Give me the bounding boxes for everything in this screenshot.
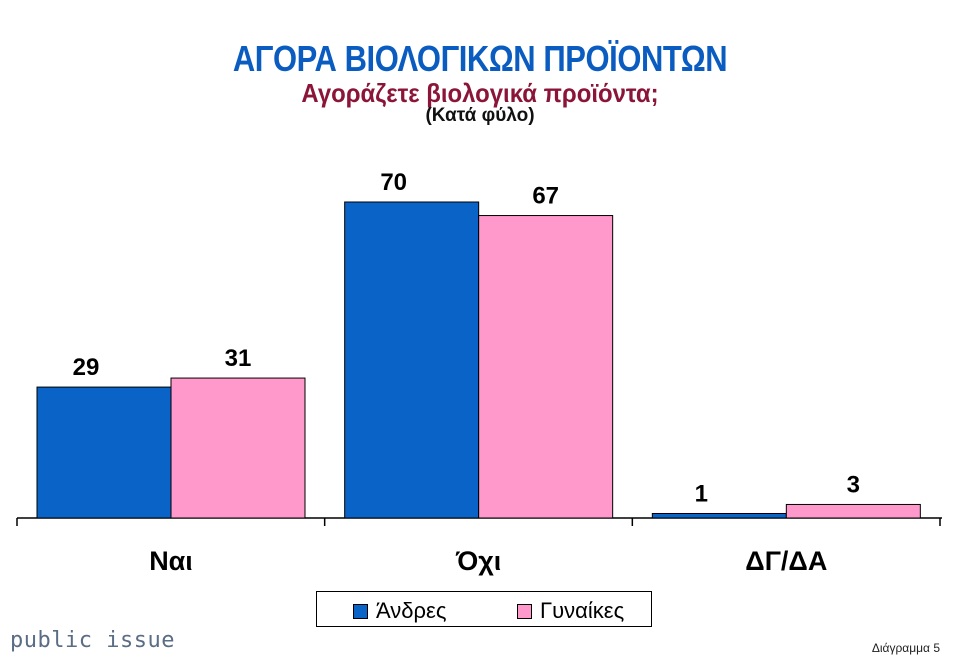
brand-logo: public issue [10, 628, 175, 653]
chart-subtitle: Αγοράζετε βιολογικά προϊόντα; [301, 78, 659, 108]
legend-label-women: Γυναίκες [540, 598, 625, 623]
data-label: 1 [695, 480, 708, 507]
legend-item-men: Άνδρες [353, 598, 446, 624]
bar-chart: 29 31 Ναι 70 67 Όχι 1 3 ΔΓ/ΔΑ [16, 169, 942, 576]
legend-swatch-men [353, 603, 368, 619]
legend-label-men: Άνδρες [376, 598, 447, 623]
legend-item-women: Γυναίκες [517, 598, 624, 624]
bar-women-0 [170, 377, 306, 519]
chart-legend: Άνδρες Γυναίκες [316, 591, 652, 627]
bar-men-0 [36, 386, 172, 519]
data-label: 70 [380, 169, 407, 196]
bar-women-2 [785, 503, 921, 519]
data-label: 31 [225, 345, 252, 372]
chart-title: ΑΓΟΡΑ ΒΙΟΛΟΓΙΚΩΝ ΠΡΟΪΟΝΤΩΝ [232, 38, 728, 79]
bar-men-2 [651, 512, 787, 519]
bar-women-1 [478, 215, 614, 519]
page-label: Διάγραμμα 5 [871, 641, 940, 655]
x-tick-label: Ναι [149, 546, 193, 576]
chart-subnote: (Κατά φύλο) [425, 105, 535, 126]
data-label: 67 [532, 183, 559, 210]
x-tick-label: Όχι [455, 546, 501, 576]
data-label: 29 [73, 354, 100, 381]
bar-men-1 [344, 201, 480, 519]
data-label: 3 [847, 471, 860, 498]
legend-swatch-women [517, 603, 532, 619]
x-tick-label: ΔΓ/ΔΑ [745, 546, 827, 576]
